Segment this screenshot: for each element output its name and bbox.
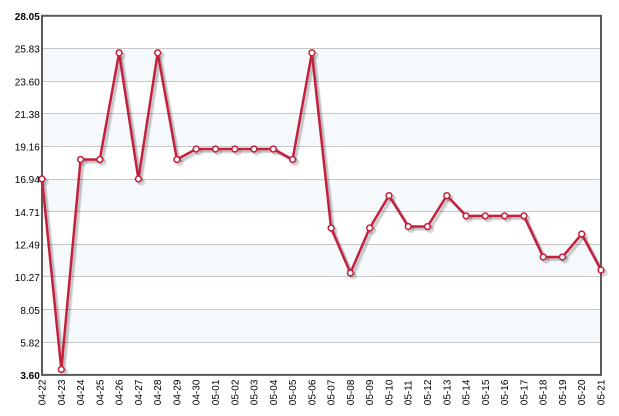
svg-text:5.82: 5.82 [20,338,40,349]
svg-text:21.38: 21.38 [15,110,40,121]
svg-text:3.60: 3.60 [20,371,40,382]
svg-text:14.71: 14.71 [15,208,40,219]
svg-text:05-21: 05-21 [597,379,608,405]
svg-text:16.94: 16.94 [15,175,40,186]
svg-text:05-03: 05-03 [250,379,261,405]
svg-text:05-05: 05-05 [288,379,299,405]
svg-text:05-07: 05-07 [327,379,338,405]
svg-text:05-18: 05-18 [539,379,550,405]
svg-text:05-09: 05-09 [365,379,376,405]
svg-text:05-12: 05-12 [423,379,434,405]
svg-text:04-22: 04-22 [38,379,49,405]
svg-text:05-19: 05-19 [558,379,569,405]
svg-text:04-27: 04-27 [134,379,145,405]
svg-text:05-15: 05-15 [481,379,492,405]
svg-text:05-10: 05-10 [385,379,396,405]
svg-text:05-08: 05-08 [346,379,357,405]
svg-text:05-01: 05-01 [211,379,222,405]
svg-text:05-20: 05-20 [577,379,588,405]
svg-text:23.60: 23.60 [15,77,40,88]
svg-text:8.05: 8.05 [20,306,40,317]
svg-text:05-06: 05-06 [307,379,318,405]
svg-text:04-28: 04-28 [153,379,164,405]
svg-text:05-14: 05-14 [462,379,473,405]
svg-text:05-17: 05-17 [519,379,530,405]
svg-text:05-13: 05-13 [442,379,453,405]
svg-text:05-04: 05-04 [269,379,280,405]
svg-text:05-16: 05-16 [500,379,511,405]
svg-text:05-11: 05-11 [404,380,415,405]
svg-text:10.27: 10.27 [15,273,40,284]
svg-text:04-25: 04-25 [95,379,106,405]
svg-text:04-29: 04-29 [172,379,183,405]
svg-text:25.83: 25.83 [15,45,40,56]
svg-text:19.16: 19.16 [15,143,40,154]
svg-text:12.49: 12.49 [15,241,40,252]
svg-text:04-30: 04-30 [192,379,203,405]
svg-text:28.05: 28.05 [15,12,40,23]
svg-text:04-24: 04-24 [76,379,87,405]
svg-text:05-02: 05-02 [230,379,241,405]
svg-text:04-26: 04-26 [115,379,126,405]
svg-text:04-23: 04-23 [57,379,68,405]
